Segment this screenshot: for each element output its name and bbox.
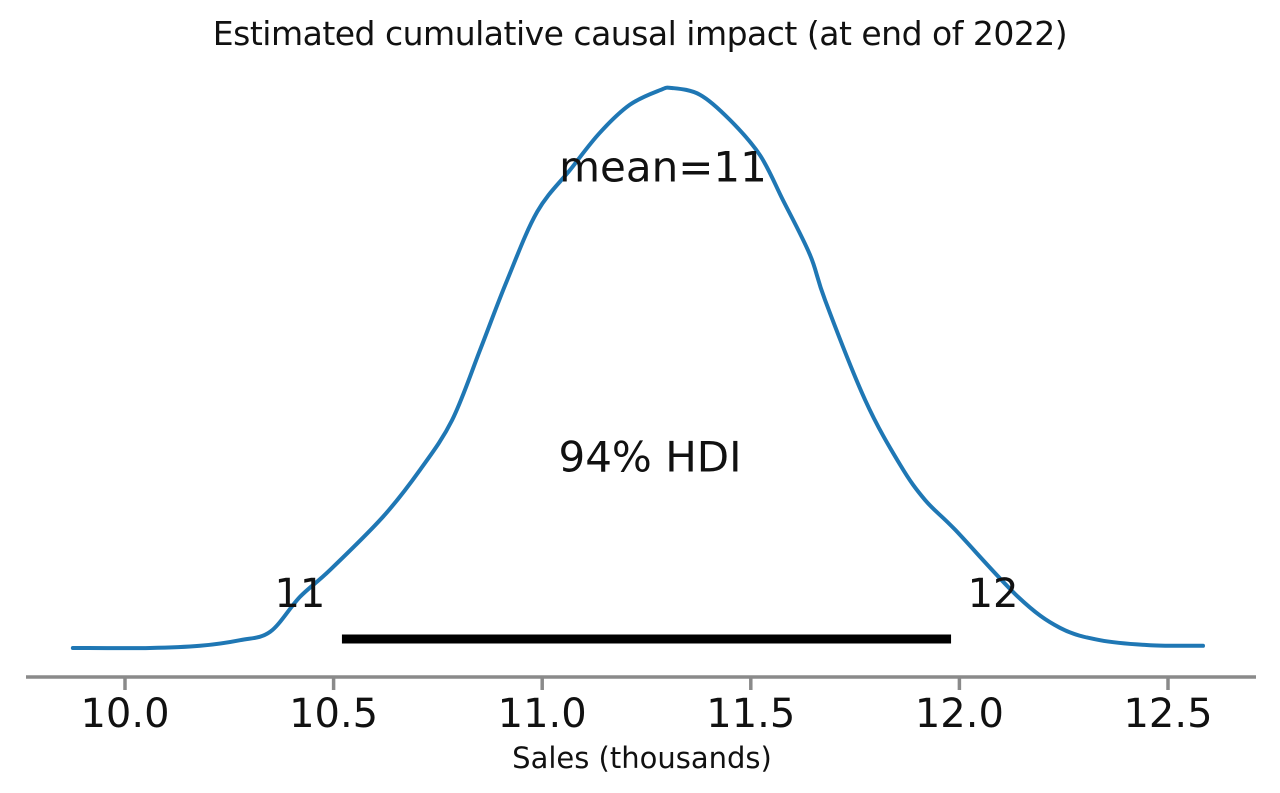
x-tick-label: 10.5 <box>289 691 379 737</box>
x-tick-label: 12.5 <box>1123 691 1213 737</box>
x-axis-ticks <box>123 677 1170 690</box>
hdi-upper-bound-label: 12 <box>967 571 1019 617</box>
x-tick-label: 11.0 <box>497 691 587 737</box>
x-tick-label: 10.0 <box>80 691 170 737</box>
x-axis-title: Sales (thousands) <box>512 741 772 775</box>
x-tick-label: 11.5 <box>706 691 796 737</box>
mean-annotation: mean=11 <box>559 142 767 192</box>
kde-curve <box>70 85 1205 651</box>
chart-title: Estimated cumulative causal impact (at e… <box>212 14 1068 53</box>
x-tick-label: 12.0 <box>914 691 1004 737</box>
hdi-lower-bound-label: 11 <box>274 571 326 617</box>
hdi-annotation: 94% HDI <box>558 432 742 482</box>
